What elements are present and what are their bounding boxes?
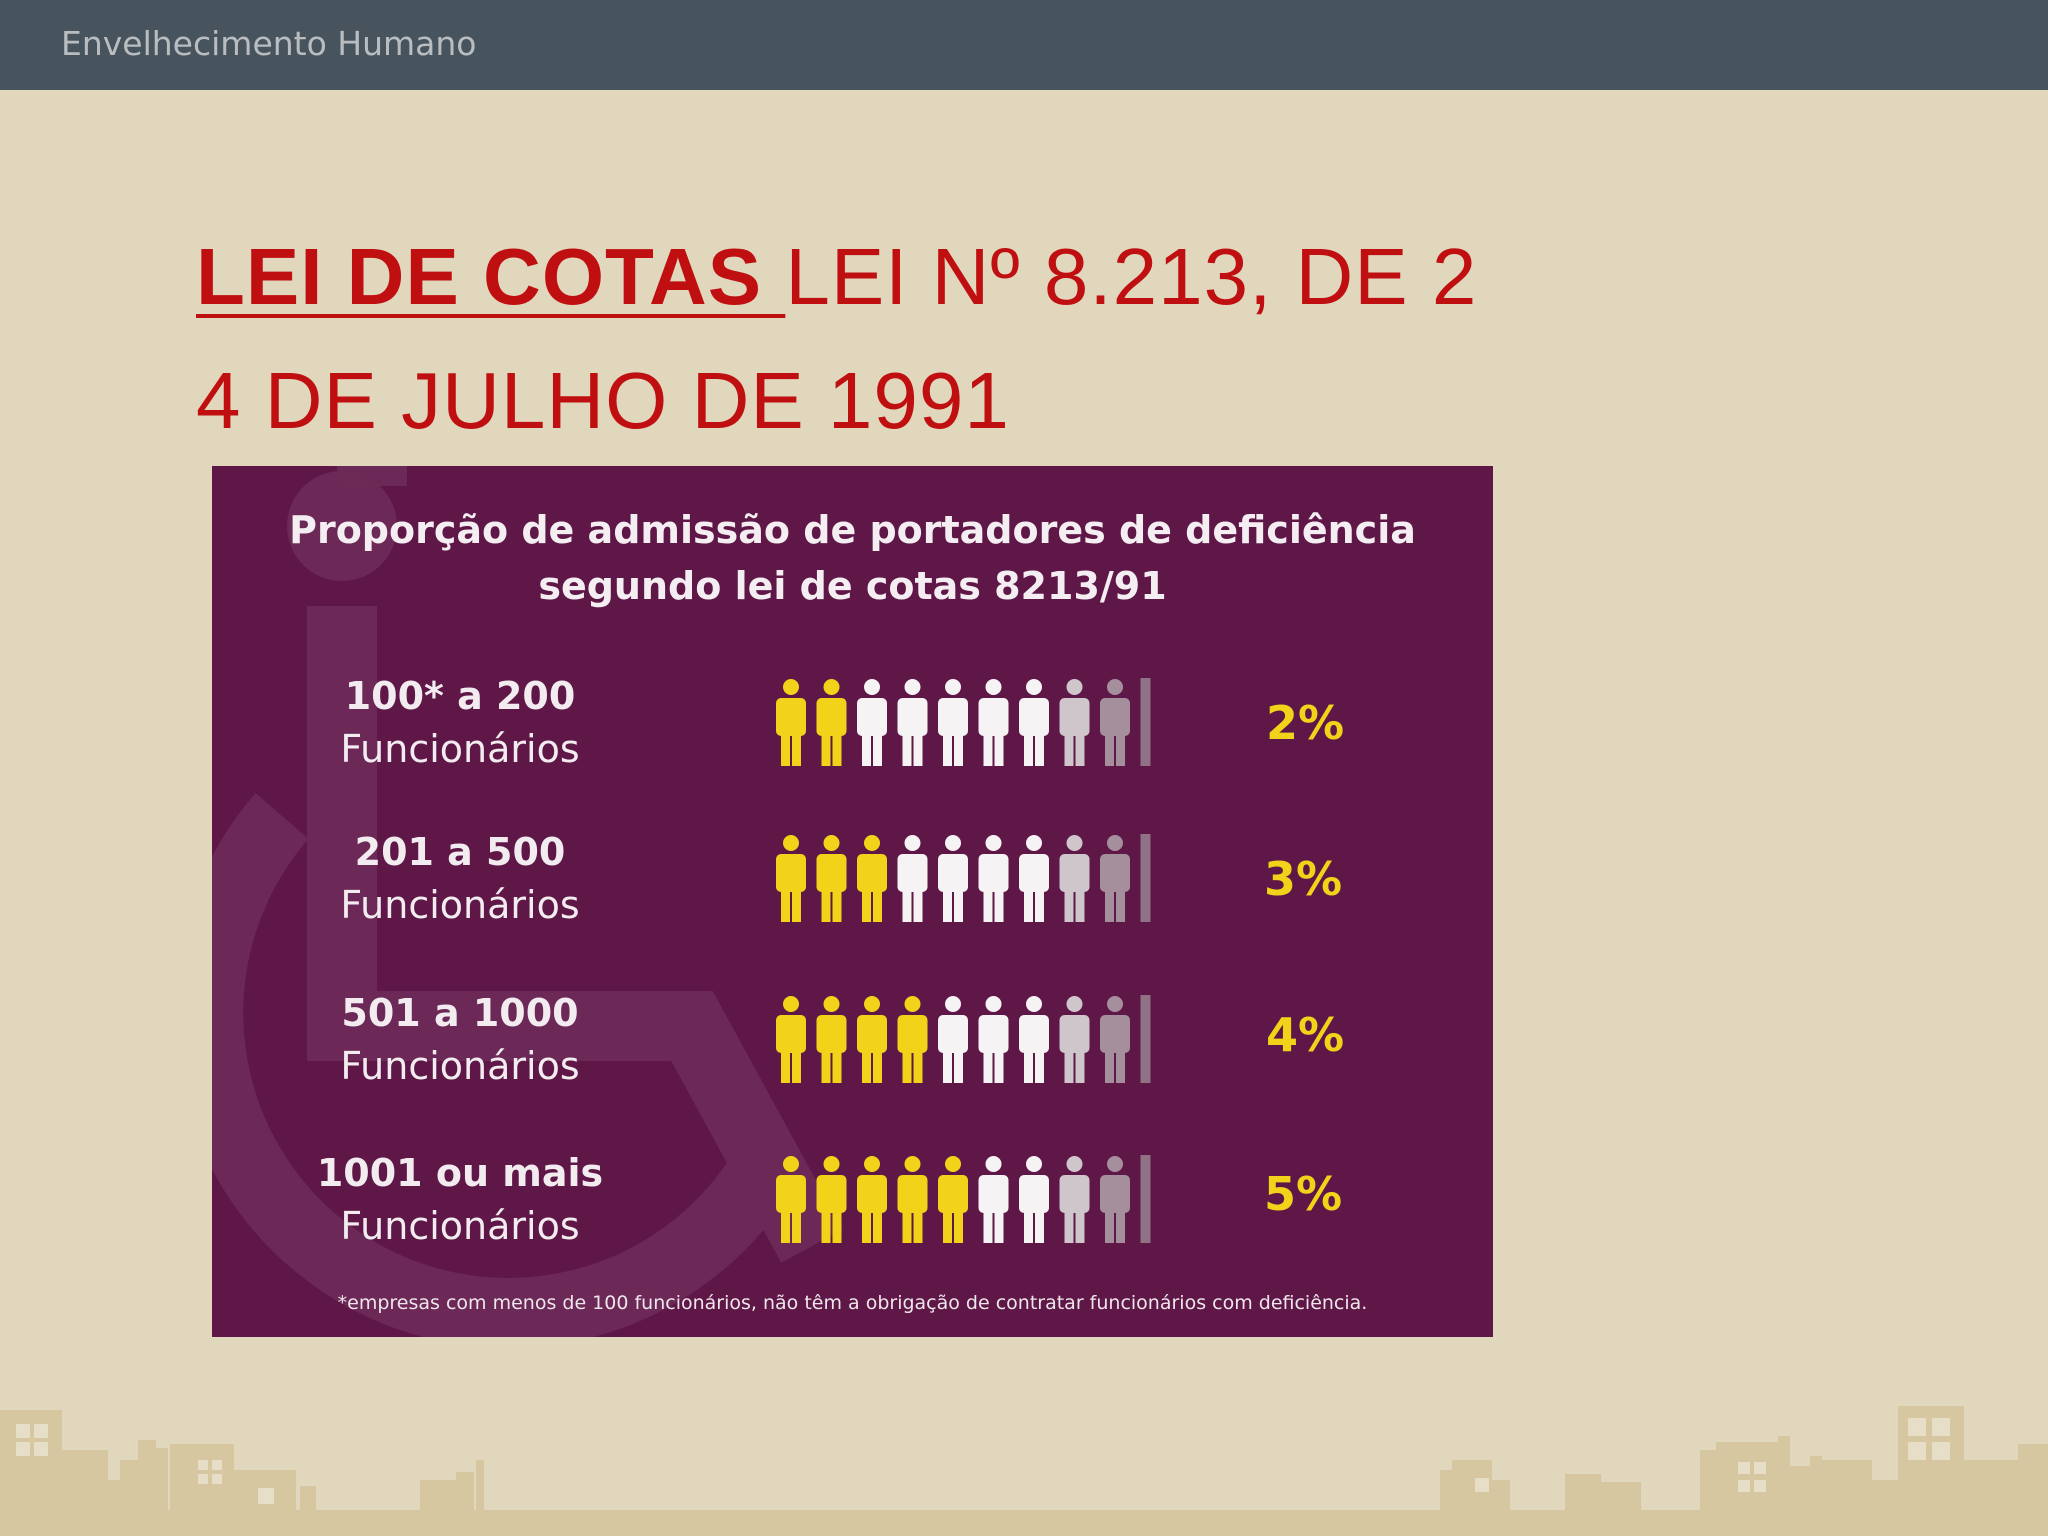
person-icon [1019,1156,1049,1243]
percent-label: 5% [1263,1167,1343,1221]
person-icon [978,1156,1009,1243]
person-icon [897,679,928,766]
title-line-2: 4 DE JULHO DE 1991 [196,356,1010,445]
row-unit: Funcionários [340,1204,580,1248]
person-icon [1140,1155,1151,1243]
person-icon [978,679,1009,766]
person-icon [1059,679,1090,766]
person-highlighted-icon [857,1156,887,1243]
row-unit: Funcionários [340,883,580,927]
person-highlighted-icon [776,835,806,922]
title-rest-2: , DE 2 [1249,232,1478,321]
percent-label: 4% [1265,1008,1345,1062]
person-highlighted-icon [897,996,928,1083]
people-figures-row [776,834,1151,922]
person-icon [1100,996,1130,1083]
infographic-title-line-2: segundo lei de cotas 8213/91 [538,564,1167,608]
person-highlighted-icon [816,835,847,922]
person-icon [1019,996,1049,1083]
slide-title: LEI DE COTAS LEI Nº 8.213, DE 2 4 DE JUL… [196,215,1536,463]
people-figures-row [776,678,1151,766]
person-icon [1019,835,1049,922]
row-range: 501 a 1000 [341,991,579,1035]
row-range: 100* a 200 [344,674,576,718]
row-label: 100* a 200 Funcionários [290,670,630,776]
header-title: Envelhecimento Humano [61,24,477,63]
person-highlighted-icon [816,1156,847,1243]
person-highlighted-icon [897,1156,928,1243]
footnote: *empresas com menos de 100 funcionários,… [337,1292,1368,1314]
people-figures-row [776,1155,1151,1243]
person-highlighted-icon [816,996,847,1083]
person-icon [1019,679,1049,766]
person-icon [1100,679,1130,766]
city-skyline-decoration [0,1406,2048,1536]
people-figures-row [776,995,1151,1083]
person-icon [1100,1156,1130,1243]
row-unit: Funcionários [340,1044,580,1088]
quota-infographic: Proporção de admissão de portadores de d… [212,466,1493,1337]
person-highlighted-icon [776,1156,806,1243]
row-label: 1001 ou mais Funcionários [290,1147,630,1253]
person-highlighted-icon [776,679,806,766]
row-range: 1001 ou mais [316,1151,604,1195]
title-number: 8.213 [1043,232,1250,321]
person-icon [1140,678,1151,766]
percent-label: 2% [1265,696,1345,750]
person-highlighted-icon [938,1156,968,1243]
person-icon [1059,996,1090,1083]
person-icon [1059,835,1090,922]
percent-label: 3% [1263,852,1343,906]
person-icon [978,996,1009,1083]
person-icon [978,835,1009,922]
wheelchair-watermark-icon [212,466,843,1337]
row-range: 201 a 500 [354,830,566,874]
person-icon [938,835,968,922]
header-bar: Envelhecimento Humano [0,0,2048,90]
row-unit: Funcionários [340,727,580,771]
person-icon [1059,1156,1090,1243]
infographic-title: Proporção de admissão de portadores de d… [212,502,1493,614]
row-label: 501 a 1000 Funcionários [290,987,630,1093]
person-icon [1100,835,1130,922]
title-strong: LEI DE COTAS [196,232,786,321]
person-icon [938,679,968,766]
person-icon [897,835,928,922]
person-icon [857,679,887,766]
infographic-title-line-1: Proporção de admissão de portadores de d… [289,508,1416,552]
person-highlighted-icon [776,996,806,1083]
person-icon [1140,834,1151,922]
person-highlighted-icon [857,835,887,922]
person-icon [1140,995,1151,1083]
person-icon [938,996,968,1083]
title-rest-1: LEI Nº [785,232,1044,321]
person-highlighted-icon [816,679,847,766]
person-highlighted-icon [857,996,887,1083]
row-label: 201 a 500 Funcionários [290,826,630,932]
